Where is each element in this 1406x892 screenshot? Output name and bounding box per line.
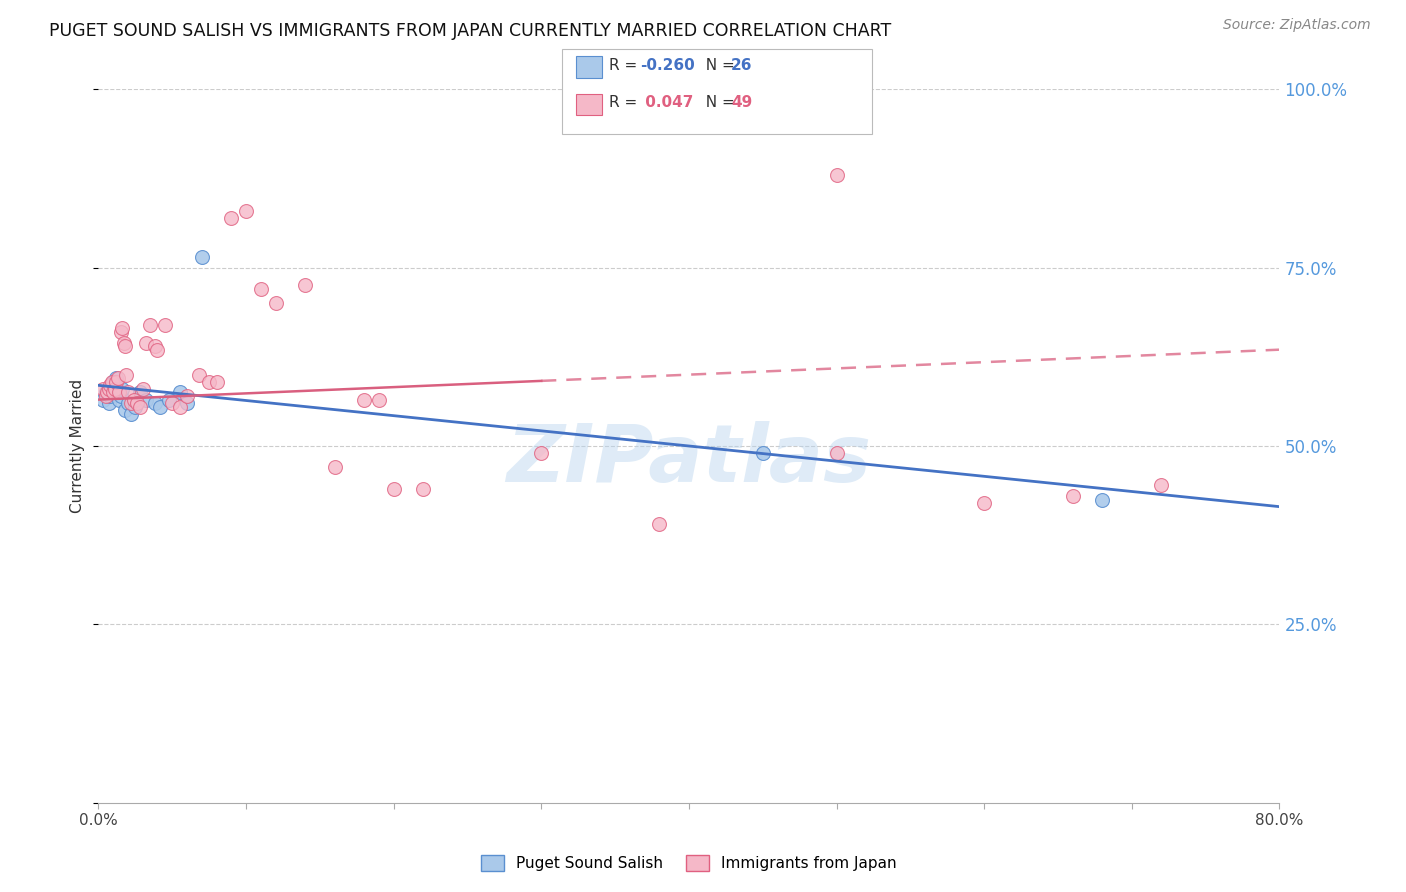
Point bbox=[169, 400, 191, 414]
Text: N =: N = bbox=[696, 95, 740, 110]
Point bbox=[135, 392, 157, 407]
Point bbox=[153, 318, 176, 332]
Point bbox=[169, 385, 191, 400]
Point bbox=[104, 382, 127, 396]
Point bbox=[120, 407, 142, 421]
Text: 0.047: 0.047 bbox=[640, 95, 693, 110]
Point bbox=[107, 385, 129, 400]
Point bbox=[143, 339, 166, 353]
Text: ZIPatlas: ZIPatlas bbox=[506, 421, 872, 500]
Point bbox=[100, 382, 122, 396]
Point bbox=[122, 392, 145, 407]
Point bbox=[104, 378, 127, 392]
Text: Source: ZipAtlas.com: Source: ZipAtlas.com bbox=[1223, 18, 1371, 32]
Point bbox=[117, 385, 139, 400]
Point bbox=[97, 382, 120, 396]
Point bbox=[94, 385, 117, 400]
Text: -0.260: -0.260 bbox=[640, 58, 695, 72]
Point bbox=[91, 382, 114, 396]
Point bbox=[108, 385, 131, 400]
Legend: Puget Sound Salish, Immigrants from Japan: Puget Sound Salish, Immigrants from Japa… bbox=[475, 849, 903, 877]
Point bbox=[112, 335, 135, 350]
Point bbox=[198, 375, 221, 389]
Point bbox=[973, 496, 995, 510]
Point bbox=[139, 318, 162, 332]
Point bbox=[146, 343, 169, 357]
Point bbox=[135, 335, 157, 350]
Point bbox=[157, 392, 180, 407]
Point bbox=[1091, 492, 1114, 507]
Point bbox=[132, 382, 155, 396]
Point bbox=[94, 389, 117, 403]
Point bbox=[323, 460, 346, 475]
Point bbox=[264, 296, 287, 310]
Text: R =: R = bbox=[609, 95, 643, 110]
Point bbox=[111, 382, 134, 396]
Point bbox=[176, 396, 198, 410]
Point bbox=[96, 385, 118, 400]
Point bbox=[162, 396, 183, 410]
Point bbox=[114, 403, 136, 417]
Point bbox=[105, 375, 128, 389]
Point bbox=[91, 392, 114, 407]
Point bbox=[128, 400, 150, 414]
Text: 26: 26 bbox=[731, 58, 752, 72]
Point bbox=[110, 325, 132, 339]
Point bbox=[1150, 478, 1173, 492]
Point bbox=[115, 368, 138, 382]
Point bbox=[412, 482, 434, 496]
Point bbox=[103, 375, 125, 389]
Text: R =: R = bbox=[609, 58, 643, 72]
Point bbox=[143, 396, 166, 410]
Point bbox=[103, 385, 125, 400]
Text: 49: 49 bbox=[731, 95, 752, 110]
Text: N =: N = bbox=[696, 58, 740, 72]
Point bbox=[187, 368, 209, 382]
Point bbox=[368, 392, 391, 407]
Point bbox=[149, 400, 172, 414]
Point bbox=[219, 211, 242, 225]
Point bbox=[530, 446, 553, 460]
Point bbox=[98, 378, 121, 392]
Point bbox=[120, 396, 142, 410]
Point bbox=[250, 282, 273, 296]
Point bbox=[100, 375, 122, 389]
Point bbox=[382, 482, 405, 496]
Point bbox=[125, 396, 148, 410]
Point bbox=[205, 375, 228, 389]
Y-axis label: Currently Married: Currently Married bbox=[70, 379, 86, 513]
Point bbox=[648, 517, 671, 532]
Point bbox=[176, 389, 198, 403]
Point bbox=[110, 389, 132, 403]
Point bbox=[107, 371, 129, 385]
Point bbox=[97, 396, 120, 410]
Point bbox=[1062, 489, 1084, 503]
Point bbox=[108, 392, 131, 407]
Point bbox=[124, 400, 146, 414]
Point bbox=[294, 278, 316, 293]
Point bbox=[235, 203, 257, 218]
Point bbox=[751, 446, 773, 460]
Point bbox=[105, 371, 128, 385]
Point bbox=[114, 339, 136, 353]
Point bbox=[825, 446, 848, 460]
Point bbox=[98, 389, 121, 403]
Point bbox=[117, 396, 139, 410]
Point bbox=[825, 168, 848, 182]
Text: PUGET SOUND SALISH VS IMMIGRANTS FROM JAPAN CURRENTLY MARRIED CORRELATION CHART: PUGET SOUND SALISH VS IMMIGRANTS FROM JA… bbox=[49, 22, 891, 40]
Point bbox=[128, 385, 150, 400]
Point bbox=[191, 250, 214, 264]
Point bbox=[353, 392, 375, 407]
Point bbox=[111, 321, 134, 335]
